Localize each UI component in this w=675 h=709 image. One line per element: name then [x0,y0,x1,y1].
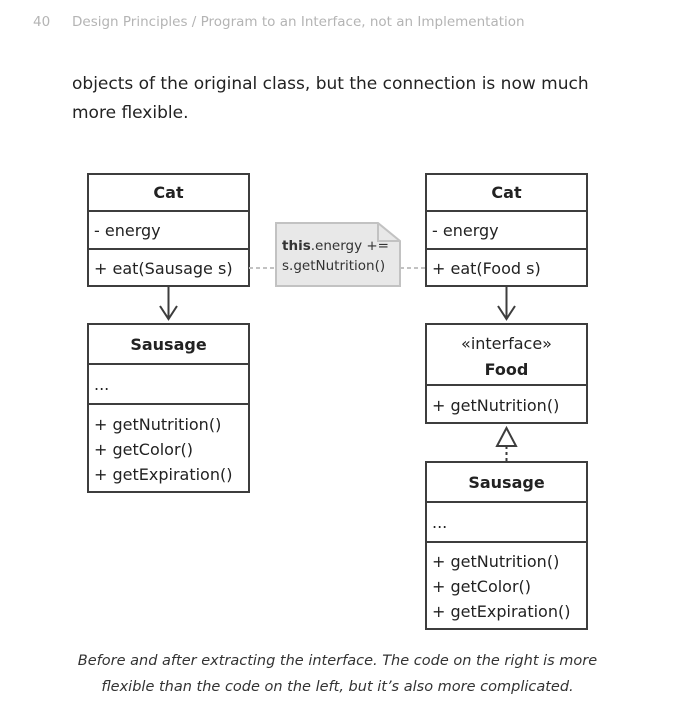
left-sausage-class: Sausage ... + getNutrition() + getColor(… [87,323,250,493]
left-sausage-method-3: + getExpiration() [94,465,232,484]
left-cat-method: + eat(Sausage s) [94,259,233,278]
right-sausage-method-1: + getNutrition() [432,552,559,571]
left-sausage-method-2: + getColor() [94,440,193,459]
right-cat-fields-box [425,210,588,250]
left-cat-field: - energy [94,221,161,240]
left-cat-header-box [87,173,250,212]
right-sausage-method-3: + getExpiration() [432,602,570,621]
realization-arrow [495,425,518,461]
food-interface-class: «interface» Food + getNutrition() [425,323,588,424]
left-cat-methods-box [87,248,250,287]
intro-line-1: objects of the original class, but the c… [72,74,589,94]
right-sausage-fields: ... [432,513,447,532]
right-sausage-class: Sausage ... + getNutrition() + getColor(… [425,461,588,630]
right-sausage-name: Sausage [468,473,544,492]
left-sausage-method-1: + getNutrition() [94,415,221,434]
left-sausage-fields: ... [94,375,109,394]
note-dog-ear [377,223,400,242]
running-title: Design Principles / Program to an Interf… [72,14,525,30]
left-sausage-name: Sausage [130,335,206,354]
food-stereotype: «interface» [461,334,552,353]
left-cat-fields-box [87,210,250,250]
right-cat-field: - energy [432,221,499,240]
right-sausage-header-box [425,461,588,503]
note-line-1-rest: .energy += [311,238,389,254]
right-sausage-methods-box [425,541,588,630]
page-header: 40 Design Principles / Program to an Int… [0,14,675,34]
right-cat-method: + eat(Food s) [432,259,541,278]
food-method: + getNutrition() [432,396,559,415]
note-line-1: this.energy += [282,238,389,254]
left-cat-class: Cat - energy + eat(Sausage s) [87,173,250,287]
intro-line-2: more flexible. [72,103,189,123]
food-name: Food [485,360,529,379]
caption-line-1: Before and after extracting the interfac… [77,653,598,669]
right-dependency-arrow [497,287,516,321]
left-cat-name: Cat [153,183,184,202]
note-line-2: s.getNutrition() [282,258,385,274]
page-number: 40 [33,14,51,30]
right-sausage-method-2: + getColor() [432,577,531,596]
right-cat-class: Cat - energy + eat(Food s) [425,173,588,287]
food-methods-box [425,384,588,424]
right-cat-methods-box [425,248,588,287]
intro-paragraph: objects of the original class, but the c… [72,70,632,128]
right-cat-name: Cat [491,183,522,202]
right-sausage-fields-box [425,501,588,543]
caption-line-2: flexible than the code on the left, but … [101,679,574,695]
left-sausage-methods-box [87,403,250,493]
code-note: this.energy += s.getNutrition() [249,222,426,287]
note-keyword: this [282,238,311,254]
figure-caption: Before and after extracting the interfac… [40,648,635,700]
right-cat-header-box [425,173,588,212]
food-header-box [425,323,588,386]
left-dependency-arrow [159,287,178,321]
note-box [275,222,401,287]
left-sausage-fields-box [87,363,250,405]
